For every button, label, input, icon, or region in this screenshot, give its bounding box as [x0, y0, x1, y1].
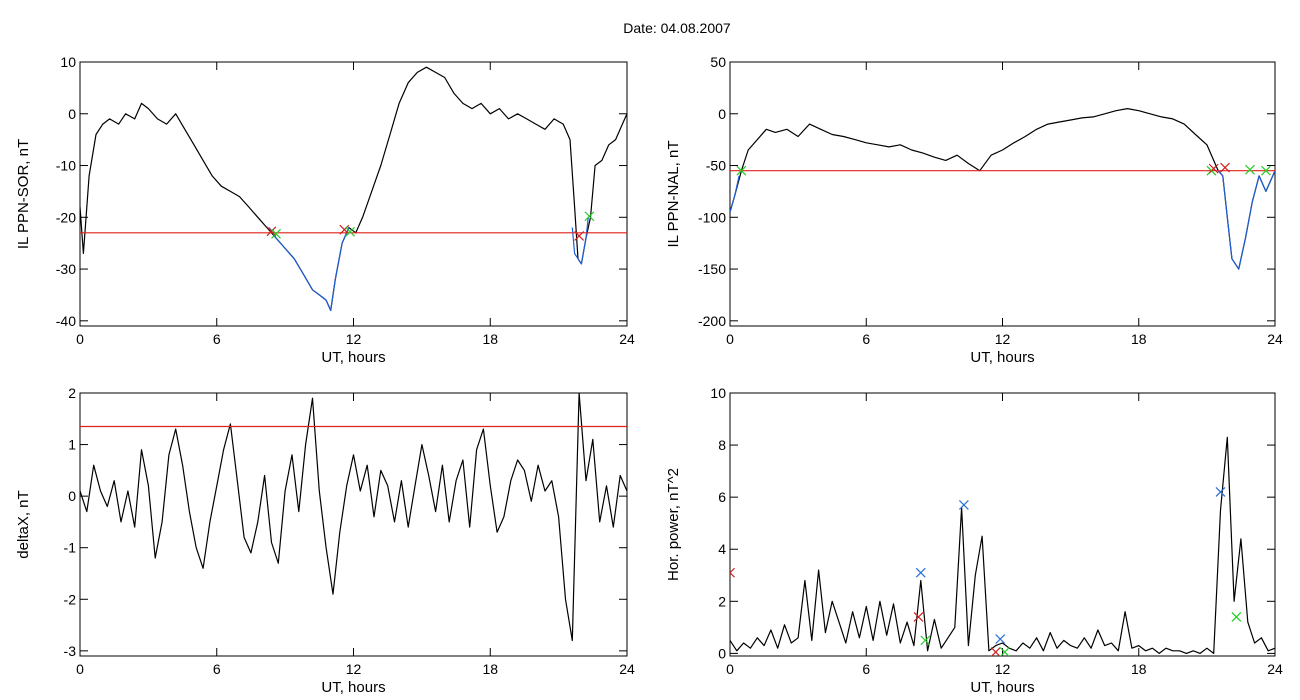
data-line	[80, 66, 627, 312]
y-axis-label: Hor. power, nT^2	[665, 468, 682, 581]
x-tick-label: 24	[619, 661, 635, 677]
x-axis-label: UT, hours	[321, 679, 385, 696]
plot-frame	[79, 61, 628, 327]
highlight-segment	[571, 217, 589, 265]
y-tick-label: -100	[698, 209, 726, 225]
y-tick-label: -1	[64, 540, 77, 556]
marker-green-cross	[999, 647, 1010, 656]
x-tick-label: 0	[76, 661, 84, 677]
x-tick-label: 6	[862, 661, 870, 677]
marker-green-cross	[271, 228, 281, 239]
marker-blue-cross	[958, 500, 969, 510]
x-axis-label: UT, hours	[970, 349, 1034, 366]
y-tick-label: 4	[718, 541, 726, 557]
highlight-segment	[1217, 170, 1275, 270]
y-tick-label: 50	[710, 54, 726, 70]
y-tick-label: 10	[710, 385, 726, 401]
marker-red-cross	[574, 231, 585, 241]
highlight-segment	[730, 175, 740, 213]
x-tick-label: 18	[1131, 661, 1147, 677]
y-tick-label: -30	[56, 261, 76, 277]
x-tick-label: 24	[1267, 661, 1283, 677]
plot-area	[730, 436, 1275, 656]
y-tick-label: -3	[64, 643, 77, 659]
panel-1: 0 6 12 18 24 10 0 -10 -20 -30 -40 UT, hours IL PPN-S…	[15, 54, 635, 366]
y-tick-label: -50	[706, 158, 726, 174]
y-tick-label: 2	[68, 385, 76, 401]
y-tick-label: 10	[60, 54, 76, 70]
plot-frame	[729, 392, 1276, 657]
marker-green-cross	[345, 226, 356, 237]
data-line	[80, 393, 627, 642]
marker-blue-cross	[1215, 487, 1226, 497]
figure-title: Date: 04.08.2007	[623, 20, 731, 36]
highlight-segment	[268, 227, 350, 312]
data-line	[730, 107, 1275, 270]
panel-2: 0 6 12 18 24 50 0 -50 -100 -150 -200 UT, hours IL PP…	[665, 54, 1283, 366]
y-tick-label: 0	[68, 106, 76, 122]
marker-red-cross	[1208, 163, 1219, 174]
x-tick-label: 6	[862, 331, 870, 347]
y-tick-label: 2	[718, 593, 726, 609]
marker-red-cross	[1220, 162, 1230, 173]
x-tick-label: 12	[995, 331, 1011, 347]
x-tick-label: 18	[482, 661, 498, 677]
x-tick-label: 6	[213, 661, 221, 677]
panel-4: 0 6 12 18 24 10 8 6 4 2 0 UT, hours Hor. power, nT^2	[665, 385, 1283, 696]
y-axis-label: deltaX, nT	[15, 490, 32, 558]
marker-blue-cross	[915, 567, 926, 578]
y-tick-label: 0	[718, 645, 726, 661]
y-tick-label: 0	[718, 106, 726, 122]
x-tick-label: 18	[482, 331, 498, 347]
x-tick-label: 0	[726, 661, 734, 677]
x-tick-label: 12	[346, 331, 362, 347]
x-tick-label: 0	[726, 331, 734, 347]
x-tick-label: 12	[995, 661, 1011, 677]
x-tick-label: 0	[76, 331, 84, 347]
y-axis-label: IL PPN-SOR, nT	[15, 139, 32, 249]
x-tick-label: 6	[213, 331, 221, 347]
marker-green-cross	[920, 635, 931, 646]
marker-red-cross	[339, 224, 350, 235]
data-line	[730, 436, 1275, 655]
marker-green-cross	[736, 165, 747, 176]
panel-3: 0 6 12 18 24 2 1 0 -1 -2 -3 UT, hours deltaX, nT	[15, 385, 635, 696]
x-tick-label: 24	[1267, 331, 1283, 347]
plot-area	[730, 107, 1275, 270]
x-axis-label: UT, hours	[321, 349, 385, 366]
marker-blue-cross	[995, 634, 1006, 644]
x-tick-label: 12	[346, 661, 362, 677]
x-tick-label: 24	[619, 331, 635, 347]
y-axis-label: IL PPN-NAL, nT	[665, 141, 682, 248]
marker-green-cross	[584, 211, 595, 222]
plot-area	[80, 393, 627, 642]
y-tick-label: 0	[68, 488, 76, 504]
plot-frame	[729, 61, 1276, 327]
y-tick-label: -10	[56, 158, 76, 174]
x-tick-label: 18	[1131, 331, 1147, 347]
y-tick-label: -40	[56, 313, 76, 329]
y-tick-label: -200	[698, 313, 726, 329]
marker-red-cross	[990, 647, 1001, 656]
marker-green-cross	[1231, 612, 1242, 622]
marker-red-cross	[266, 226, 277, 237]
marker-red-cross	[913, 612, 924, 622]
marker-green-cross	[1245, 164, 1255, 175]
y-tick-label: -20	[56, 209, 76, 225]
y-tick-label: -2	[64, 591, 77, 607]
y-tick-label: 1	[68, 437, 76, 453]
y-tick-label: 8	[718, 437, 726, 453]
marker-green-cross	[1260, 165, 1271, 176]
x-axis-label: UT, hours	[970, 679, 1034, 696]
y-tick-label: -150	[698, 261, 726, 277]
y-tick-label: 6	[718, 489, 726, 505]
marker-red-cross	[730, 567, 735, 578]
plot-area	[80, 66, 627, 312]
